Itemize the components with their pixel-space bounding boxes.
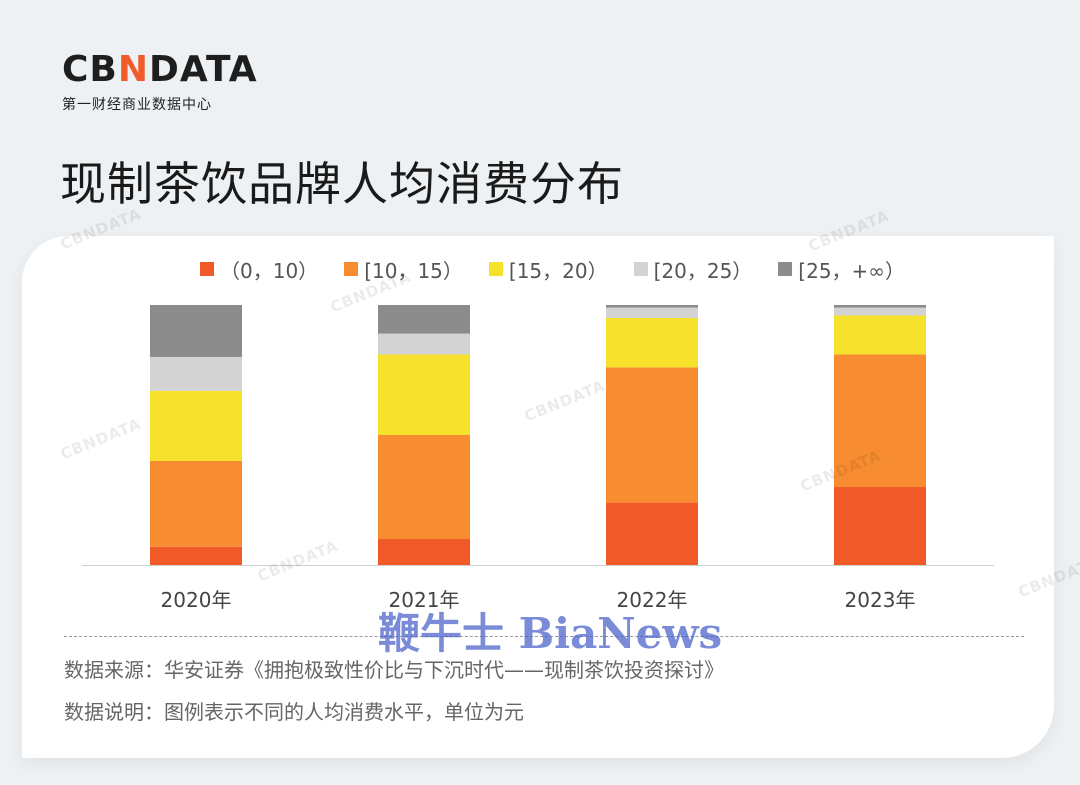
legend-item: [20，25） [633,255,753,284]
bar-segment [606,307,698,318]
logo-wordmark: CBNDATA [62,49,258,90]
bar-segment [834,307,926,316]
chart-legend: （0，10） [10，15） [15，20） [20，25） [25，+∞） [200,258,905,283]
bar-segment [378,305,470,334]
bar-segment [606,318,698,368]
bar-segment [834,487,926,565]
bar-segment [150,305,242,357]
bar-segment [834,354,926,487]
x-tick-label: 2022年 [617,588,688,612]
bar-segment [150,461,242,547]
x-tick-label: 2020年 [161,588,232,612]
legend-swatch [778,262,793,276]
data-source-note: 数据来源：华安证券《拥抱极致性价比与下沉时代——现制茶饮投资探讨》 [64,658,724,682]
legend-item: [15，20） [488,255,608,284]
legend-swatch [633,262,648,276]
bar-segment [150,546,242,565]
bar-segment [606,502,698,565]
page-title: 现制茶饮品牌人均消费分布 [60,157,624,211]
legend-label: [10，15） [364,258,463,283]
legend-swatch [344,262,359,276]
legend-swatch [488,262,503,276]
bianews-watermark: 鞭牛士 BiaNews [378,609,723,658]
legend-item: [10，15） [344,255,463,284]
legend-label: [20，25） [653,258,753,283]
legend-label: [15，20） [508,258,608,283]
bar-segment [150,390,242,461]
divider [64,636,1024,637]
x-tick-label: 2023年 [845,588,916,612]
legend-swatch [200,262,214,276]
bar-segment [378,435,470,539]
bar-segment [834,305,926,308]
legend-item: （0，10） [200,255,318,284]
bar-segment [606,367,698,503]
legend-label: （0，10） [220,258,319,283]
x-tick-label: 2021年 [389,588,460,612]
data-description-note: 数据说明：图例表示不同的人均消费水平，单位为元 [64,700,524,724]
bar-segment [606,305,698,308]
bar-segment [378,333,470,355]
legend-label: [25，+∞） [798,258,905,283]
legend-item: [25，+∞） [778,255,905,284]
bar-segment [378,539,470,565]
cbndata-logo: CBNDATA 第一财经商业数据中心 [62,50,258,114]
bar-segment [834,315,926,355]
logo-tagline: 第一财经商业数据中心 [62,97,212,113]
bar-segment [150,357,242,391]
bar-segment [378,354,470,435]
